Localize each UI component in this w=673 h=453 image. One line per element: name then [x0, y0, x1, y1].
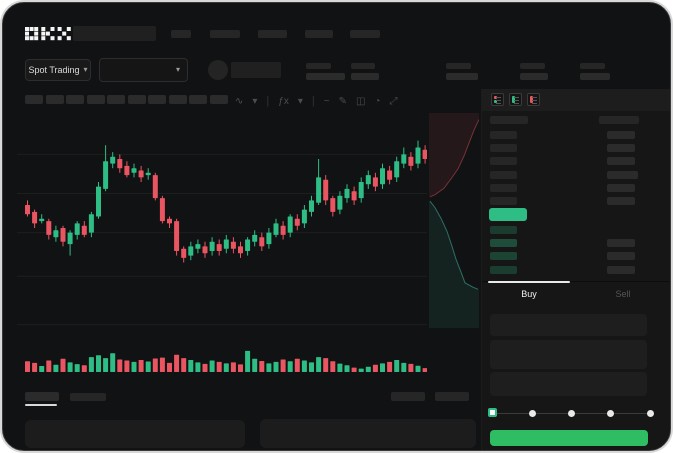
- total-input-skeleton[interactable]: [490, 372, 647, 396]
- bid-price-skeleton: [490, 239, 517, 248]
- trade-tabs: Buy Sell: [482, 281, 670, 305]
- depth-chart[interactable]: [429, 113, 479, 328]
- candlestick-chart[interactable]: [17, 113, 427, 343]
- bottom-tab-skeleton-active[interactable]: [25, 392, 59, 401]
- fullscreen-icon[interactable]: ⤢: [389, 95, 398, 107]
- ask-amount-skeleton: [607, 197, 635, 205]
- orderbook-bids-view-icon[interactable]: [509, 93, 522, 106]
- line-tool-icon[interactable]: ~: [323, 95, 330, 107]
- draw-tool-icon[interactable]: ✎: [338, 95, 347, 107]
- nav-item-skeleton[interactable]: [210, 30, 240, 38]
- nav-item-skeleton[interactable]: [171, 30, 191, 38]
- slider-step-dot[interactable]: [646, 410, 654, 417]
- stat-value-skeleton: [580, 73, 610, 80]
- bottom-tab-skeleton[interactable]: [70, 393, 106, 401]
- price-input-skeleton[interactable]: [490, 314, 647, 336]
- coin-avatar: [208, 60, 228, 80]
- market-type-label: Spot Trading: [28, 65, 80, 75]
- camera-icon[interactable]: ◫: [355, 95, 366, 107]
- slider-step-dot[interactable]: [528, 410, 536, 417]
- timeframe-button-skeleton[interactable]: [127, 95, 146, 104]
- ask-amount-skeleton: [607, 144, 635, 153]
- bid-price-skeleton: [490, 226, 517, 234]
- ask-price-skeleton: [490, 170, 517, 179]
- tab-sell[interactable]: Sell: [576, 282, 670, 305]
- bottom-action-skeleton[interactable]: [391, 392, 425, 401]
- trade-panel: Buy Sell: [481, 89, 670, 450]
- timeframe-button-skeleton[interactable]: [45, 95, 64, 104]
- timeframe-button-skeleton[interactable]: [66, 95, 84, 104]
- chart-tools-bar: ∿ ▾ | ƒx ▾ | ~ ✎ ◫ ◔ ⤢: [235, 93, 397, 109]
- timeframe-button-skeleton[interactable]: [189, 95, 207, 104]
- stat-value-skeleton: [351, 73, 379, 80]
- chevron-down-icon[interactable]: ▾: [252, 95, 258, 107]
- indicators-icon[interactable]: ƒx: [278, 95, 289, 107]
- stat-label-skeleton: [520, 63, 545, 69]
- orderbook-asks-view-icon[interactable]: [527, 93, 540, 106]
- stat-label-skeleton: [580, 63, 605, 69]
- tab-sell-label: Sell: [615, 288, 631, 299]
- timeframe-button-skeleton[interactable]: [148, 95, 166, 104]
- ask-amount-skeleton: [607, 183, 635, 192]
- bid-amount-skeleton: [607, 252, 635, 261]
- nav-item-skeleton[interactable]: [258, 30, 287, 38]
- bid-price-skeleton: [490, 265, 517, 274]
- orderbook-header: [482, 89, 670, 111]
- timeframe-button-skeleton[interactable]: [86, 95, 105, 104]
- bottom-content-box: [260, 419, 476, 448]
- bottom-content-box: [25, 420, 245, 448]
- last-price-highlight: [489, 208, 527, 221]
- slider-handle[interactable]: [487, 408, 497, 417]
- ask-amount-skeleton: [607, 131, 635, 139]
- bid-amount-skeleton: [607, 239, 635, 248]
- pair-search-dropdown[interactable]: ▾: [99, 58, 188, 82]
- toolbar-divider: |: [311, 95, 315, 107]
- ask-amount-skeleton: [607, 170, 638, 179]
- stat-value-skeleton: [520, 73, 548, 80]
- chevron-down-icon: ▾: [175, 65, 180, 74]
- stat-label-skeleton: [446, 63, 471, 69]
- tab-buy-label: Buy: [521, 288, 537, 299]
- bid-amount-skeleton: [607, 265, 635, 274]
- buy-submit-button[interactable]: [490, 430, 648, 446]
- stat-value-skeleton: [446, 73, 478, 80]
- orderbook-combined-view-icon[interactable]: [491, 93, 504, 106]
- timeframe-button-skeleton[interactable]: [168, 95, 187, 104]
- amount-input-skeleton[interactable]: [490, 340, 647, 369]
- ask-price-skeleton: [490, 144, 517, 153]
- chevron-down-icon[interactable]: ▾: [297, 95, 303, 107]
- volume-chart[interactable]: [17, 346, 427, 372]
- ask-price-skeleton: [490, 197, 517, 205]
- chevron-down-icon: ▾: [83, 65, 88, 74]
- ask-price-skeleton: [490, 183, 517, 192]
- market-type-dropdown[interactable]: Spot Trading ▾: [25, 59, 91, 81]
- timeframe-button-skeleton[interactable]: [107, 95, 125, 104]
- timeframe-button-skeleton[interactable]: [25, 95, 43, 104]
- slider-step-dot[interactable]: [607, 410, 615, 417]
- ask-price-skeleton: [490, 157, 517, 166]
- pair-name-skeleton: [231, 62, 281, 78]
- timeframe-button-skeleton[interactable]: [209, 95, 228, 104]
- bottom-action-skeleton[interactable]: [435, 392, 469, 401]
- bid-price-skeleton: [490, 252, 517, 261]
- stat-value-skeleton: [306, 73, 345, 80]
- history-icon[interactable]: ◔: [374, 95, 381, 107]
- toolbar-divider: |: [266, 95, 270, 107]
- tab-buy[interactable]: Buy: [482, 281, 576, 305]
- slider-step-dot[interactable]: [568, 410, 575, 417]
- nav-item-skeleton[interactable]: [305, 30, 333, 38]
- nav-item-skeleton[interactable]: [350, 30, 380, 38]
- logo-adjacent-skeleton: [73, 26, 156, 41]
- stat-label-skeleton: [306, 63, 331, 69]
- ask-price-skeleton: [490, 131, 517, 139]
- ask-amount-skeleton: [607, 157, 635, 166]
- bottom-tab-indicator: [25, 404, 57, 406]
- chart-type-icon[interactable]: ∿: [235, 95, 244, 107]
- stat-label-skeleton: [351, 63, 375, 69]
